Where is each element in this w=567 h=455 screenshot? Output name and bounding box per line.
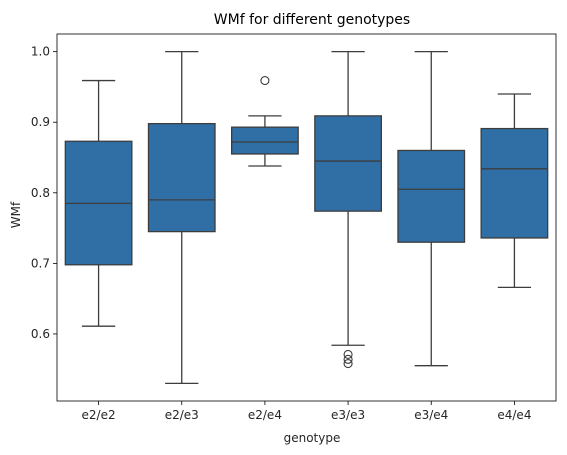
x-tick-label: e3/e4 — [414, 408, 448, 422]
outlier-point — [343, 354, 353, 364]
iqr-box — [397, 149, 466, 243]
y-axis: 0.6 0.7 0.8 0.9 1.0 — [31, 45, 57, 341]
chart-title: WMf for different genotypes — [214, 12, 410, 28]
y-tick-label: 0.7 — [31, 256, 50, 270]
y-tick-label: 1.0 — [31, 45, 50, 59]
iqr-box — [480, 127, 549, 239]
box-e2-e3 — [147, 50, 216, 385]
plot-area — [64, 50, 549, 385]
outlier-point — [260, 76, 270, 86]
x-tick-label: e2/e3 — [165, 408, 199, 422]
box-e2-e4 — [230, 76, 299, 167]
iqr-box — [230, 126, 299, 155]
x-tick-label: e2/e4 — [248, 408, 282, 422]
y-tick-label: 0.8 — [31, 186, 50, 200]
box-e4-e4 — [480, 93, 549, 289]
x-tick-label: e2/e2 — [82, 408, 116, 422]
box-e2-e2 — [64, 79, 133, 327]
box-e3-e4 — [397, 50, 466, 367]
y-tick-label: 0.9 — [31, 115, 50, 129]
outlier-point — [343, 349, 353, 359]
iqr-box — [147, 122, 216, 233]
x-axis-label: genotype — [284, 431, 341, 445]
x-tick-label: e3/e3 — [331, 408, 365, 422]
iqr-box — [314, 115, 383, 212]
x-axis: e2/e2 e2/e3 e2/e4 e3/e3 e3/e4 e4/e4 — [82, 401, 531, 422]
box-e3-e3 — [314, 50, 383, 369]
outlier-point — [343, 359, 353, 369]
y-axis-label: WMf — [9, 201, 23, 228]
x-tick-label: e4/e4 — [497, 408, 531, 422]
plot-frame — [56, 33, 557, 402]
y-tick-label: 0.6 — [31, 327, 50, 341]
